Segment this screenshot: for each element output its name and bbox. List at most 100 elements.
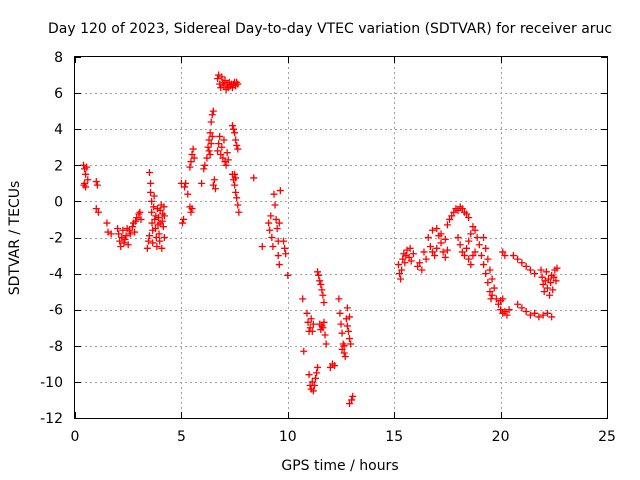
- data-point-plus-marker: [151, 224, 159, 232]
- data-point-plus-marker: [250, 174, 258, 182]
- data-point-plus-marker: [235, 208, 243, 216]
- data-point-plus-marker: [401, 259, 409, 267]
- data-point-plus-marker: [300, 347, 308, 355]
- data-point-plus-marker: [418, 266, 426, 274]
- data-point-plus-marker: [482, 244, 490, 252]
- data-point-plus-marker: [187, 208, 195, 216]
- data-point-plus-marker: [340, 349, 348, 357]
- data-point-plus-marker: [320, 318, 328, 326]
- data-point-plus-marker: [220, 136, 228, 144]
- data-point-plus-marker: [347, 340, 355, 348]
- data-point-plus-marker: [206, 129, 214, 137]
- data-point-plus-marker: [232, 136, 240, 144]
- data-point-plus-marker: [186, 163, 194, 171]
- data-point-plus-marker: [275, 219, 283, 227]
- y-tick-label: 0: [54, 194, 63, 210]
- data-point-plus-marker: [234, 201, 242, 209]
- data-point-plus-marker: [477, 252, 485, 260]
- y-tick-label: 8: [54, 50, 63, 66]
- data-point-plus-marker: [480, 261, 488, 269]
- data-point-plus-marker: [218, 143, 226, 151]
- data-point-plus-marker: [317, 280, 325, 288]
- y-tick-label: 2: [54, 158, 63, 174]
- data-point-plus-marker: [437, 239, 445, 247]
- data-point-plus-marker: [337, 320, 345, 328]
- data-point-plus-marker: [214, 75, 222, 83]
- data-point-plus-marker: [150, 203, 158, 211]
- data-point-plus-marker: [224, 156, 232, 164]
- data-point-plus-marker: [343, 322, 351, 330]
- data-point-plus-marker: [231, 181, 239, 189]
- data-point-plus-marker: [159, 223, 167, 231]
- data-point-plus-marker: [143, 244, 151, 252]
- x-tick-label: 10: [279, 429, 297, 445]
- data-point-plus-marker: [458, 248, 466, 256]
- data-point-plus-marker: [346, 400, 354, 408]
- data-point-plus-marker: [547, 279, 555, 287]
- data-point-plus-marker: [431, 252, 439, 260]
- data-point-plus-marker: [448, 212, 456, 220]
- data-point-plus-marker: [394, 261, 402, 269]
- data-point-plus-marker: [218, 73, 226, 81]
- data-point-plus-marker: [184, 190, 192, 198]
- data-point-plus-marker: [424, 234, 432, 241]
- data-point-plus-marker: [160, 234, 168, 241]
- data-point-plus-marker: [154, 214, 162, 222]
- data-point-plus-marker: [221, 76, 229, 84]
- y-tick-label: 6: [54, 86, 63, 102]
- data-point-plus-marker: [231, 129, 239, 137]
- data-point-plus-marker: [343, 304, 351, 312]
- data-point-plus-marker: [147, 188, 155, 196]
- data-point-plus-marker: [304, 318, 312, 326]
- data-point-plus-marker: [406, 244, 414, 252]
- data-point-plus-marker: [348, 396, 356, 404]
- data-point-plus-marker: [553, 264, 561, 272]
- data-point-plus-marker: [522, 308, 530, 316]
- axis-ticks: [75, 57, 608, 419]
- data-point-plus-marker: [463, 244, 471, 252]
- data-point-plus-marker: [178, 219, 186, 227]
- data-point-plus-marker: [540, 288, 548, 296]
- data-point-plus-marker: [126, 230, 134, 238]
- data-point-plus-marker: [469, 223, 477, 231]
- data-point-plus-marker: [497, 306, 505, 314]
- data-point-plus-marker: [322, 340, 330, 348]
- data-point-plus-marker: [201, 161, 209, 169]
- data-point-plus-marker: [340, 342, 348, 350]
- data-point-plus-marker: [338, 329, 346, 337]
- data-point-plus-marker: [526, 311, 534, 319]
- data-point-plus-marker: [465, 237, 473, 245]
- data-point-plus-marker: [207, 140, 215, 148]
- data-point-plus-marker: [482, 270, 490, 278]
- data-point-plus-marker: [299, 295, 307, 303]
- data-point-plus-marker: [155, 230, 163, 238]
- x-tick-label: 25: [598, 429, 616, 445]
- data-point-plus-marker: [92, 205, 100, 213]
- data-point-plus-marker: [274, 252, 282, 260]
- data-point-plus-marker: [230, 125, 238, 133]
- data-point-plus-marker: [152, 234, 160, 241]
- data-point-plus-marker: [531, 270, 539, 278]
- data-point-plus-marker: [537, 266, 545, 274]
- y-tick-label: -2: [49, 231, 63, 247]
- data-point-plus-marker: [258, 243, 266, 251]
- data-point-plus-marker: [203, 154, 211, 162]
- data-point-plus-marker: [454, 206, 462, 214]
- data-point-plus-marker: [215, 140, 223, 148]
- data-point-plus-marker: [437, 230, 445, 238]
- data-point-plus-marker: [211, 185, 219, 193]
- x-tick-label: 5: [177, 429, 186, 445]
- data-point-plus-marker: [82, 170, 90, 178]
- data-point-plus-marker: [443, 246, 451, 254]
- data-point-plus-marker: [280, 237, 288, 245]
- data-point-plus-marker: [222, 161, 230, 169]
- data-point-plus-marker: [182, 179, 190, 187]
- data-point-plus-marker: [206, 150, 214, 158]
- data-point-plus-marker: [426, 243, 434, 251]
- data-point-plus-marker: [119, 226, 127, 234]
- data-point-plus-marker: [158, 244, 166, 252]
- data-point-plus-marker: [321, 331, 329, 339]
- data-point-plus-marker: [441, 253, 449, 261]
